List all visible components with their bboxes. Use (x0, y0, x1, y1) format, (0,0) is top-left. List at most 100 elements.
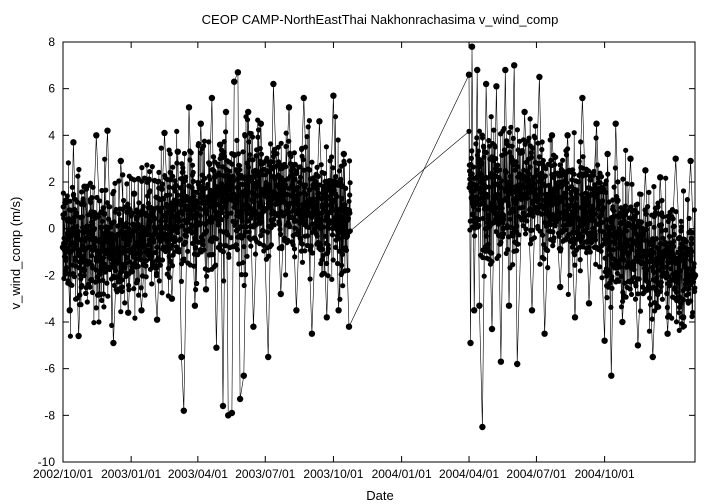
data-point (580, 154, 586, 160)
data-point (532, 123, 538, 129)
data-point (111, 219, 117, 225)
data-point (593, 120, 600, 127)
data-point (664, 304, 671, 311)
data-point (211, 168, 217, 174)
data-point (496, 167, 502, 173)
data-point (653, 236, 660, 242)
data-point (104, 127, 111, 134)
y-tick-label: 2 (48, 175, 55, 189)
data-point (265, 200, 271, 206)
data-point (582, 203, 588, 209)
data-point (172, 238, 178, 245)
data-point (181, 150, 188, 157)
data-point (336, 235, 342, 241)
data-point (279, 209, 285, 215)
data-point (627, 155, 634, 162)
data-point (116, 211, 122, 217)
data-point (319, 257, 325, 263)
y-tick-label: -4 (44, 315, 55, 329)
data-point (251, 199, 257, 205)
data-point (626, 250, 632, 256)
data-point (503, 169, 509, 175)
data-point (548, 132, 556, 139)
y-tick-label: -8 (44, 408, 55, 422)
data-point (484, 194, 491, 200)
data-point (587, 249, 593, 255)
data-point (599, 219, 605, 225)
data-point (206, 139, 212, 145)
data-point (278, 140, 284, 146)
data-point (193, 200, 200, 207)
x-tick-label: 2002/10/01 (33, 467, 93, 481)
data-point (338, 176, 344, 182)
data-point (585, 300, 593, 307)
data-point (621, 257, 627, 263)
data-point (134, 277, 141, 283)
data-point (147, 188, 153, 194)
data-point (510, 262, 516, 268)
data-point (652, 210, 659, 216)
data-point (488, 325, 496, 333)
data-point (331, 197, 337, 203)
data-point (542, 173, 548, 179)
data-point (488, 114, 494, 120)
data-point (572, 252, 578, 258)
data-point (174, 229, 181, 236)
data-point (603, 189, 609, 196)
data-point (663, 175, 669, 181)
data-point (538, 211, 545, 217)
data-point (156, 278, 162, 284)
data-point (323, 144, 329, 150)
data-point (603, 178, 609, 184)
data-point (146, 241, 152, 248)
data-point (530, 145, 536, 151)
data-point (231, 204, 237, 210)
data-point (96, 198, 103, 204)
x-tick-label: 2004/10/01 (575, 467, 635, 481)
data-point (250, 157, 256, 163)
data-point (321, 170, 328, 176)
data-point (671, 231, 677, 238)
data-point (152, 216, 158, 222)
data-point (537, 228, 543, 234)
data-point (69, 282, 75, 288)
data-point (153, 265, 159, 271)
data-point (179, 161, 185, 167)
data-point (634, 201, 641, 207)
data-point (321, 270, 327, 276)
data-point (629, 246, 635, 252)
x-tick-label: 2004/01/01 (372, 467, 432, 481)
data-point (295, 197, 301, 203)
data-point (604, 150, 611, 158)
data-point (166, 265, 172, 271)
data-point (678, 228, 684, 234)
data-point (252, 251, 259, 257)
data-point (65, 160, 71, 166)
data-point (666, 283, 672, 289)
data-point (312, 206, 319, 212)
data-point (529, 154, 535, 160)
data-point (623, 147, 629, 153)
data-point (561, 190, 567, 196)
data-point (142, 292, 148, 298)
data-point (71, 191, 77, 197)
data-point (674, 279, 681, 286)
data-point (330, 257, 336, 263)
data-point (240, 372, 247, 379)
data-point (241, 193, 247, 199)
data-point (471, 307, 478, 314)
data-point (217, 242, 223, 248)
data-point (84, 299, 90, 305)
data-point (131, 286, 137, 292)
data-point (574, 187, 580, 193)
data-point (236, 210, 242, 216)
data-point (514, 127, 521, 133)
data-point (293, 307, 300, 314)
data-point (100, 205, 106, 211)
data-point (178, 353, 185, 361)
data-point (537, 261, 543, 267)
data-point (180, 211, 186, 217)
data-point (313, 196, 319, 202)
data-point (624, 181, 630, 187)
data-point (475, 148, 481, 154)
